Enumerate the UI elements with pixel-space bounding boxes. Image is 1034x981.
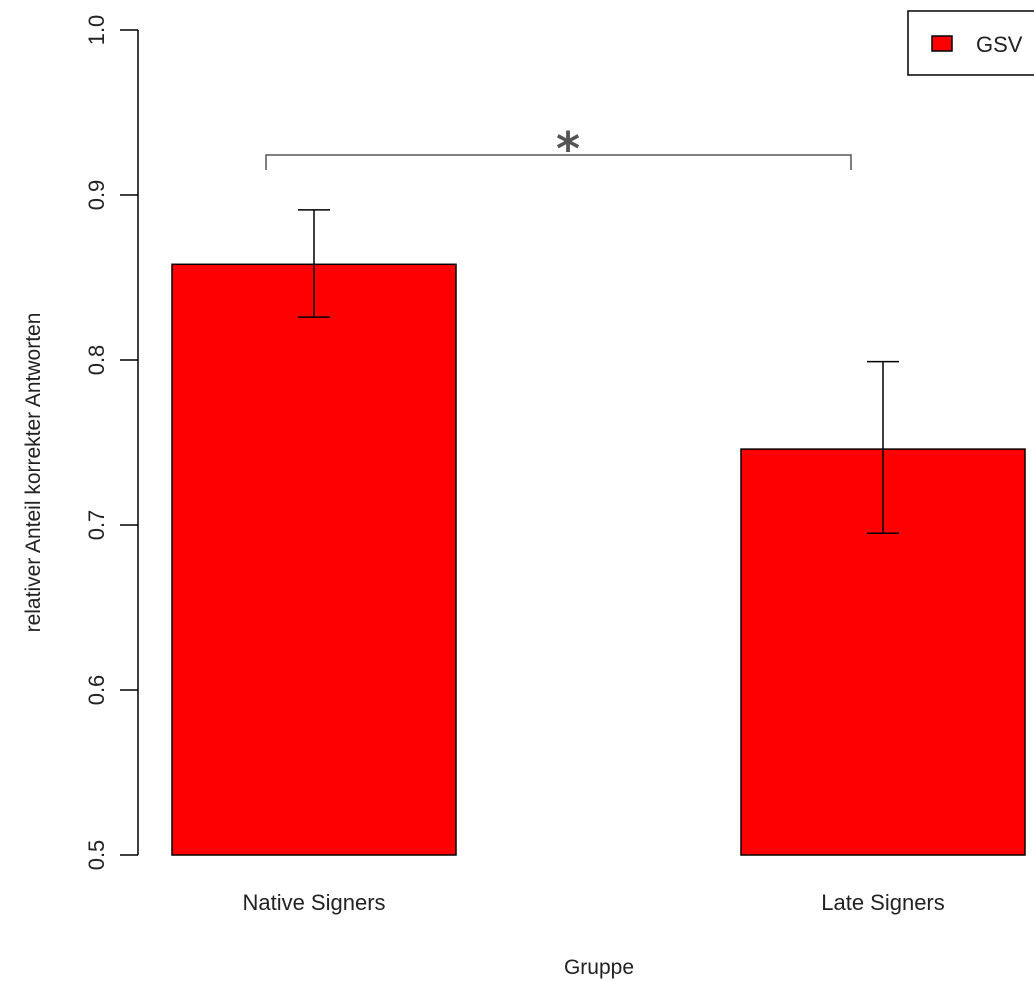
bars <box>171 263 1026 856</box>
legend-swatch-gsv <box>931 35 953 52</box>
legend: GSV <box>907 10 1034 76</box>
bar-native-signers <box>171 263 457 856</box>
x-axis-title: Gruppe <box>564 956 634 979</box>
error-bars <box>298 209 899 534</box>
x-tick-labels: Native Signers Late Signers <box>242 890 944 915</box>
y-tick-label: 0.5 <box>84 840 109 871</box>
y-tick-label: 1.0 <box>84 15 109 46</box>
legend-label-gsv: GSV <box>976 32 1023 57</box>
x-tick-label: Native Signers <box>242 890 385 915</box>
significance-star: * <box>556 122 580 176</box>
significance-bracket: * <box>265 122 852 176</box>
y-axis: 0.5 0.6 0.7 0.8 0.9 1.0 <box>84 15 139 871</box>
legend-box <box>907 10 1034 76</box>
y-tick-label: 0.9 <box>84 180 109 211</box>
y-tick-label: 0.6 <box>84 675 109 706</box>
y-tick-label: 0.7 <box>84 510 109 541</box>
x-tick-label: Late Signers <box>821 890 945 915</box>
y-tick-label: 0.8 <box>84 345 109 376</box>
y-axis-title: relativer Anteil korrekter Antworten <box>22 313 45 633</box>
significance-bracket-line <box>265 154 852 170</box>
